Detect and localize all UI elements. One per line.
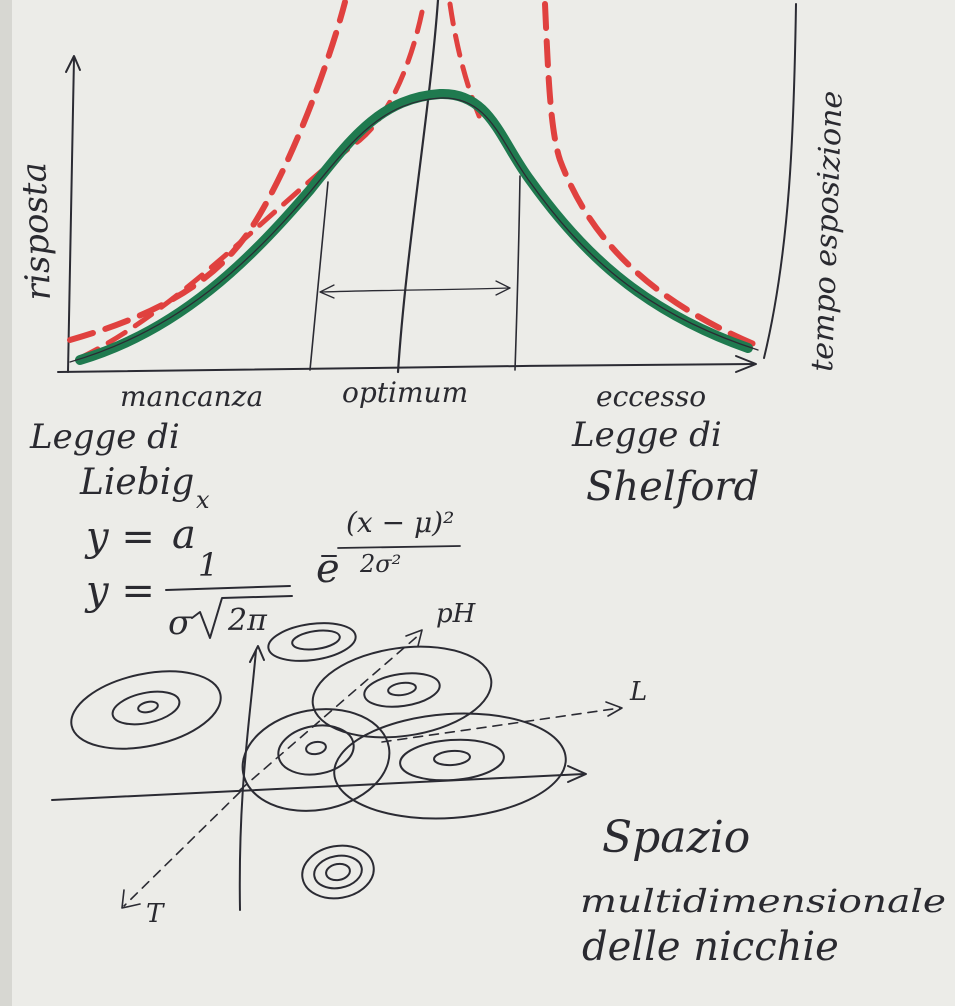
niche-blob-bottom (301, 844, 375, 900)
x-axis (57, 363, 756, 373)
law-liebig-line1: Legge di (29, 417, 180, 457)
niche-vertical-arrow (249, 645, 265, 663)
niche-space-diagram: pH L T (51, 599, 946, 970)
formula2-fraction-bar (165, 585, 291, 591)
formula1-exponent: x (196, 486, 210, 514)
niche-t-label: T (146, 899, 165, 929)
law-shelford-line2: Shelford (586, 464, 759, 510)
niche-blob-right (333, 712, 567, 820)
niche-blob-left (70, 670, 222, 750)
formula2-radical (191, 595, 293, 639)
niche-horizontal-arrow (567, 765, 587, 783)
y-axis-label: risposta (14, 162, 59, 302)
formula2-exp-denominator: 2σ² (359, 550, 401, 578)
formula2-exp-numerator: (x − μ)² (346, 506, 454, 539)
niche-caption-line2: multidimensionale (580, 882, 946, 920)
niche-t-axis (123, 791, 241, 907)
y-axis-arrow (65, 55, 81, 73)
red-dashed-outer-curve (67, 0, 348, 343)
optimum-line (396, 0, 440, 374)
black-thin-curve (69, 97, 759, 363)
y-axis (67, 57, 75, 373)
niche-ph-axis (239, 633, 421, 791)
left-tolerance-line (309, 181, 329, 371)
range-arrow-right-head (495, 280, 511, 296)
range-arrow-left-head (319, 284, 335, 299)
niche-vertical-axis (238, 649, 257, 911)
red-dashed-right-curve (542, 1, 759, 348)
formula2-exp-bar (337, 545, 461, 549)
x-axis-arrow (735, 355, 757, 373)
niche-caption-line1: Spazio (602, 812, 750, 863)
right-axis (763, 3, 797, 359)
niche-l-label: L (629, 677, 647, 707)
niche-blob-center (241, 708, 391, 812)
paper-shadow-edge (0, 0, 12, 1006)
formula2-numerator: 1 (198, 546, 218, 584)
niche-ph-arrow (405, 629, 423, 647)
formula2-den-sigma: σ (168, 603, 192, 643)
niche-blob-upper-middle (311, 645, 493, 739)
range-arrow (321, 287, 511, 293)
x-label-optimum: optimum (342, 376, 468, 409)
niche-l-axis (381, 707, 621, 743)
tolerance-graph: risposta tempo esposizione mancanza opti… (14, 0, 850, 510)
formula2-den-root: 2π (227, 603, 268, 638)
niche-l-arrow (605, 701, 623, 717)
formula2-lhs: y = (84, 568, 155, 614)
x-label-mancanza: mancanza (120, 380, 263, 413)
niche-caption-line3: delle nicchie (582, 924, 839, 970)
law-liebig-line2: Liebig (79, 462, 194, 503)
x-label-eccesso: eccesso (596, 380, 706, 413)
niche-t-arrow (121, 889, 141, 909)
formula2-e: e (316, 546, 340, 592)
niche-blob-top (267, 622, 357, 662)
formula1-base: a (172, 512, 196, 558)
formula1-lhs: y = (84, 514, 155, 560)
formulas: y = a x y = 1 σ 2π e (x − μ)² 2σ² (84, 486, 461, 643)
niche-horizontal-axis (51, 773, 585, 801)
niche-ph-label: pH (436, 599, 477, 629)
law-shelford-line1: Legge di (571, 415, 722, 455)
right-tolerance-line (514, 175, 521, 371)
